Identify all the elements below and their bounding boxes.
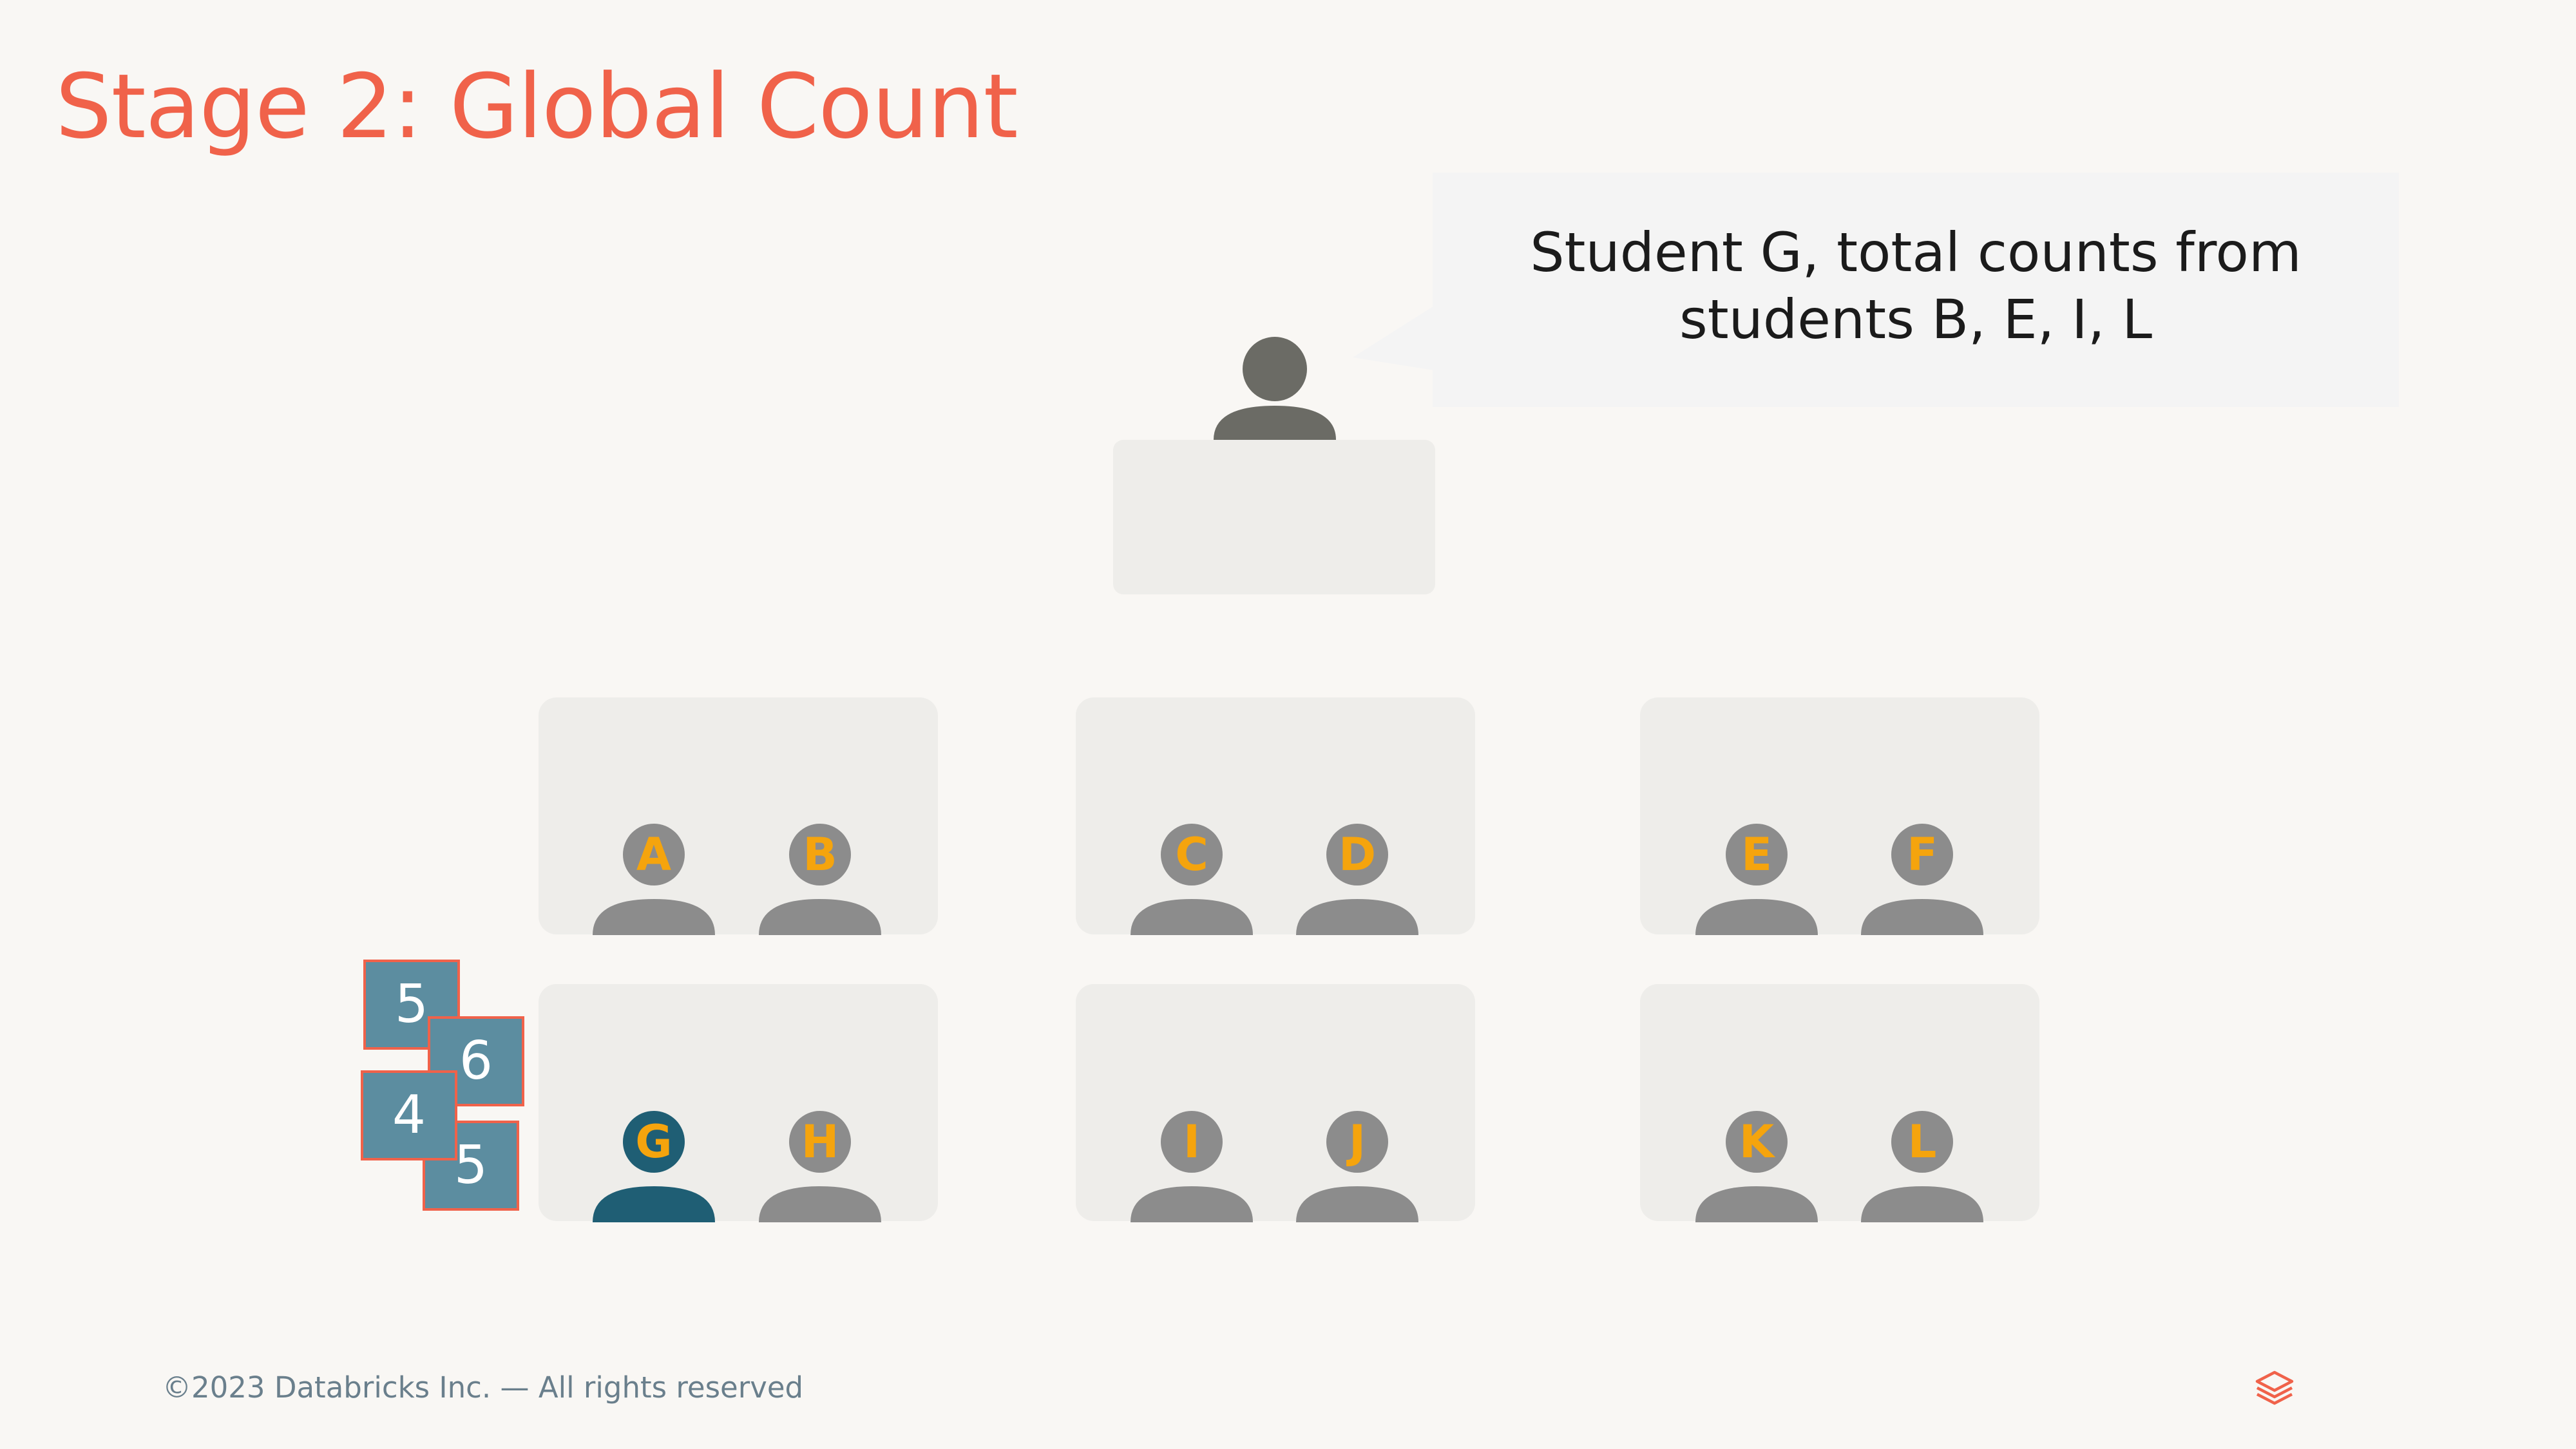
- person-icon: [1296, 1111, 1418, 1222]
- speech-bubble: [1433, 173, 2399, 407]
- person-icon: [1131, 824, 1253, 935]
- teacher-desk: [1113, 440, 1435, 594]
- student-label: D: [1338, 828, 1377, 881]
- student-label: A: [636, 828, 672, 881]
- student-l: L: [1861, 1110, 1983, 1222]
- student-label: J: [1348, 1115, 1366, 1168]
- speech-bubble-text: Student G, total counts from students B,…: [1433, 219, 2399, 353]
- person-icon: [1296, 824, 1418, 935]
- desk-k-l: [1640, 984, 2039, 1221]
- student-g: G: [593, 1110, 715, 1222]
- footer-copyright: ©2023 Databricks Inc. — All rights reser…: [162, 1370, 804, 1405]
- student-e: E: [1695, 823, 1818, 935]
- person-icon: [1861, 824, 1983, 935]
- student-a: A: [593, 823, 715, 935]
- student-label: G: [635, 1115, 673, 1168]
- student-h: H: [759, 1110, 881, 1222]
- speech-bubble-line-1: Student G, total counts from: [1530, 221, 2302, 284]
- person-icon: [1861, 1111, 1983, 1222]
- desk-g-h: [539, 984, 938, 1221]
- student-label: B: [803, 828, 837, 881]
- teacher-icon: [1214, 337, 1336, 440]
- student-b: B: [759, 823, 881, 935]
- person-icon: [1695, 824, 1818, 935]
- desk-i-j: [1076, 984, 1475, 1221]
- student-label: I: [1183, 1115, 1201, 1168]
- desk-a-b: [539, 697, 938, 934]
- student-label: C: [1175, 828, 1208, 881]
- databricks-logo-icon: [2255, 1370, 2294, 1405]
- student-label: K: [1739, 1115, 1775, 1168]
- student-c: C: [1131, 823, 1253, 935]
- person-icon: [1131, 1111, 1253, 1222]
- person-icon: [1695, 1111, 1818, 1222]
- count-card-4: 5: [423, 1121, 519, 1211]
- desk-c-d: [1076, 697, 1475, 934]
- speech-bubble-line-2: students B, E, I, L: [1679, 288, 2153, 351]
- count-card-3: 4: [361, 1070, 457, 1160]
- student-label: L: [1907, 1115, 1937, 1168]
- student-k: K: [1695, 1110, 1818, 1222]
- student-label: F: [1907, 828, 1938, 881]
- desk-e-f: [1640, 697, 2039, 934]
- student-d: D: [1296, 823, 1418, 935]
- person-icon: [759, 1111, 881, 1222]
- student-f: F: [1861, 823, 1983, 935]
- person-icon: [593, 1111, 715, 1222]
- student-i: I: [1131, 1110, 1253, 1222]
- speech-bubble-tail: [1353, 306, 1434, 370]
- slide-title: Stage 2: Global Count: [55, 55, 1018, 158]
- student-label: H: [801, 1115, 839, 1168]
- person-icon: [593, 824, 715, 935]
- student-j: J: [1296, 1110, 1418, 1222]
- student-label: E: [1741, 828, 1772, 881]
- person-icon: [759, 824, 881, 935]
